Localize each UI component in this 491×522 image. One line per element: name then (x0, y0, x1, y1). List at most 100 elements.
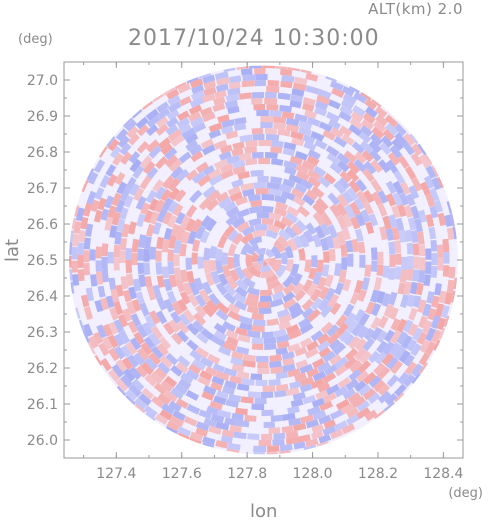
field-segment (191, 84, 205, 95)
field-segment (377, 251, 384, 265)
field-segment (172, 409, 186, 422)
field-segment (285, 323, 300, 335)
field-segment (239, 134, 253, 143)
field-segment (227, 106, 240, 115)
field-segment (318, 346, 332, 359)
field-segment (273, 283, 286, 295)
field-segment (218, 345, 232, 357)
field-segment (367, 392, 381, 405)
field-segment (305, 72, 319, 82)
field-segment (190, 90, 205, 101)
field-segment (179, 96, 192, 107)
x-tick-label: 127.4 (96, 466, 136, 482)
field-segment (329, 204, 342, 218)
field-segment (363, 327, 375, 341)
field-segment (396, 318, 408, 333)
field-segment (97, 285, 106, 298)
field-segment (214, 90, 227, 99)
field-segment (351, 323, 364, 337)
field-segment (251, 98, 263, 105)
field-segment (156, 296, 167, 311)
field-segment (150, 371, 164, 385)
field-segment (171, 301, 183, 316)
field-segment (94, 187, 105, 200)
field-segment (287, 405, 300, 415)
field-segment (425, 165, 437, 179)
field-segment (312, 370, 327, 382)
field-segment (161, 266, 170, 279)
field-segment (334, 356, 349, 370)
field-segment (173, 267, 182, 280)
field-segment (168, 187, 181, 201)
field-segment (117, 313, 129, 328)
field-segment (287, 342, 301, 353)
field-segment (280, 80, 293, 89)
field-segment (225, 154, 241, 165)
field-segment (340, 243, 348, 257)
field-segment (274, 207, 288, 218)
field-segment (98, 342, 110, 357)
field-segment (106, 173, 118, 187)
field-segment (128, 151, 141, 164)
y-tick-label: 26.4 (27, 289, 58, 305)
field-segment (294, 346, 308, 357)
field-segment (314, 139, 328, 150)
field-segment (410, 230, 419, 243)
field-segment (120, 276, 129, 290)
field-segment (282, 147, 296, 157)
field-segment (395, 253, 402, 265)
field-segment (165, 352, 179, 366)
field-segment (276, 383, 289, 392)
field-segment (95, 260, 102, 272)
field-segment (114, 172, 126, 186)
field-segment (217, 273, 229, 287)
field-segment (390, 318, 401, 331)
field-segment (280, 251, 288, 265)
field-segment (132, 278, 142, 292)
field-segment (108, 369, 120, 382)
field-segment (168, 274, 178, 288)
field-segment (196, 332, 210, 345)
field-segment (288, 174, 303, 185)
field-segment (351, 396, 366, 409)
field-segment (244, 414, 257, 422)
field-segment (99, 174, 111, 189)
field-segment (198, 289, 211, 303)
field-segment (274, 195, 288, 204)
field-segment (237, 334, 251, 343)
field-segment (289, 155, 304, 166)
field-segment (209, 400, 223, 411)
field-segment (307, 308, 321, 322)
field-segment (273, 219, 287, 230)
field-segment (329, 429, 344, 440)
field-segment (317, 88, 332, 99)
field-segment (168, 159, 183, 173)
field-segment (344, 204, 356, 219)
field-segment (270, 245, 282, 259)
field-segment (323, 172, 337, 185)
field-segment (283, 141, 297, 151)
field-segment (261, 206, 274, 213)
field-segment (354, 228, 364, 242)
field-segment (163, 390, 178, 403)
y-tick-label: 26.5 (27, 253, 58, 269)
field-segment (77, 254, 84, 269)
field-segment (333, 181, 347, 195)
field-segment (404, 166, 417, 180)
field-segment (346, 187, 359, 201)
field-segment (323, 364, 338, 376)
field-segment (195, 161, 209, 174)
field-segment (385, 122, 399, 136)
y-tick-label: 26.3 (27, 325, 58, 341)
field-segment (285, 387, 300, 397)
field-segment (446, 279, 455, 294)
field-segment (167, 261, 175, 275)
field-segment (327, 192, 340, 206)
field-segment (194, 277, 204, 292)
field-segment (208, 174, 223, 187)
field-segment (143, 405, 158, 418)
field-segment (311, 430, 324, 440)
field-segment (302, 134, 316, 145)
field-segment (140, 342, 153, 356)
field-segment (265, 92, 277, 99)
